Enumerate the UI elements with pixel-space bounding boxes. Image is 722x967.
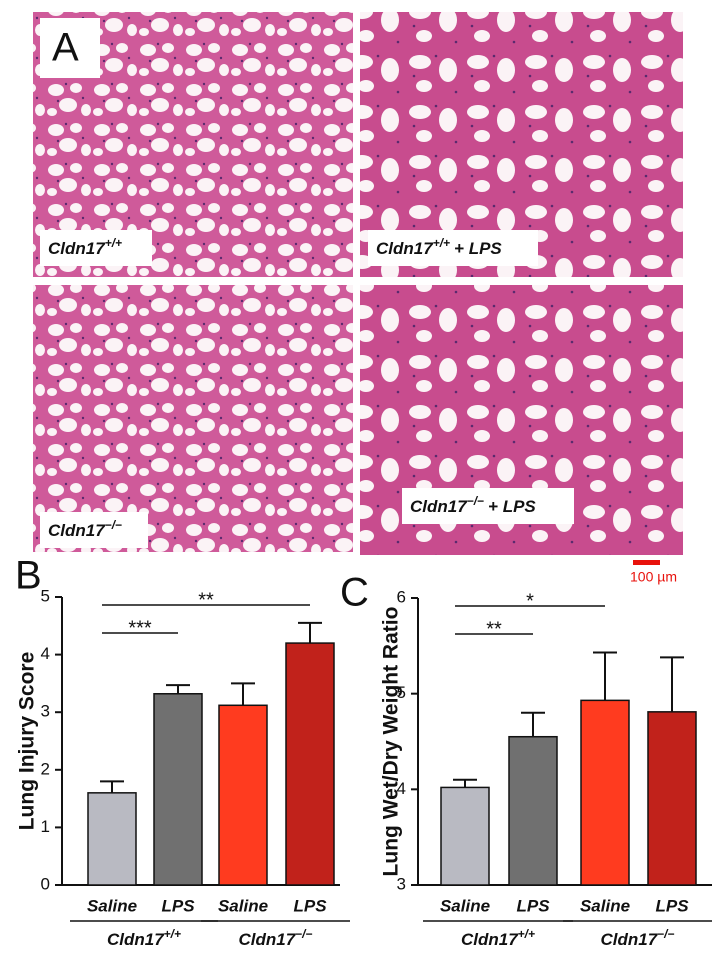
bar [580, 699, 630, 886]
label: Cldn17+/+ + LPS [376, 236, 502, 258]
y-tick-label: 4 [397, 779, 406, 798]
x-tick-label: LPS [293, 896, 327, 915]
x-tick-label: LPS [161, 896, 195, 915]
significance-label: * [526, 590, 534, 612]
label-base: Cldn17 [48, 521, 106, 540]
histology-image [33, 285, 353, 552]
y-tick-label: 1 [41, 817, 50, 836]
label-box [368, 230, 538, 266]
y-tick-label: 2 [41, 759, 50, 778]
y-tick-label: 5 [397, 683, 406, 702]
y-tick-label: 3 [397, 874, 406, 893]
y-axis-title: Lung Wet/Dry Weight Ratio [380, 607, 403, 877]
y-tick-label: 4 [41, 644, 50, 663]
y-tick-label: 3 [41, 702, 50, 721]
label: Cldn17−/− + LPS [410, 494, 536, 516]
label-box [40, 512, 148, 548]
label: Cldn17+/+ [461, 927, 535, 949]
y-axis-title: Lung Injury Score [16, 652, 39, 831]
label-base: Cldn17 [107, 930, 165, 949]
label-sup: −/− [295, 927, 312, 941]
significance-label: ** [486, 618, 502, 640]
x-tick-label: LPS [516, 896, 550, 915]
label-base: Cldn17 [238, 930, 296, 949]
significance-label: *** [128, 617, 152, 639]
label: Cldn17+/+ [107, 927, 181, 949]
label: Cldn17−/− [600, 927, 674, 949]
label: Cldn17−/− [238, 927, 312, 949]
bar [285, 642, 335, 886]
label-box [402, 488, 574, 524]
label: Cldn17+/+ [48, 236, 122, 258]
label-sup: +/+ [164, 927, 181, 941]
bar [508, 735, 558, 886]
label: Cldn17−/− [48, 518, 122, 540]
x-tick-label: Saline [580, 896, 630, 915]
x-tick-label: Saline [440, 896, 490, 915]
label-base: Cldn17 [600, 930, 658, 949]
bar [647, 711, 697, 886]
label-base: Cldn17 [48, 239, 106, 258]
x-tick-label: LPS [655, 896, 689, 915]
y-tick-label: 0 [41, 874, 50, 893]
label-sup: −/− [657, 927, 674, 941]
label-base: Cldn17 [376, 239, 434, 258]
scale-bar-label: 100 µm [630, 569, 677, 585]
label-sup: +/+ [433, 236, 450, 250]
bar [218, 704, 268, 886]
label-sup: −/− [467, 494, 484, 508]
label-box [40, 230, 152, 266]
bar [440, 786, 490, 886]
label-suffix: + LPS [454, 239, 502, 258]
label-base: Cldn17 [461, 930, 519, 949]
panel-a: Cldn17+/+ Cldn17+/+ + LPSCldn17−/−Cldn17−/… [33, 12, 683, 585]
bar [153, 693, 203, 886]
label-sup: −/− [105, 518, 122, 532]
x-tick-label: Saline [218, 896, 268, 915]
panel-label: B [15, 554, 42, 598]
charts: B Lung Injury Score 0 1 2 3 4 5 Saline LPS Saline L… [15, 554, 712, 949]
y-tick-label: 5 [41, 586, 50, 605]
label-base: Cldn17 [410, 497, 468, 516]
panel-label: C [340, 571, 369, 615]
x-tick-label: Saline [87, 896, 137, 915]
panel-label: A [52, 26, 79, 70]
panel-label-box [40, 18, 100, 78]
label-suffix: + LPS [488, 497, 536, 516]
significance-label: ** [198, 589, 214, 611]
bar [87, 792, 137, 886]
y-tick-label: 6 [397, 587, 406, 606]
label-sup: +/+ [518, 927, 535, 941]
label-sup: +/+ [105, 236, 122, 250]
scale-bar [633, 560, 660, 565]
